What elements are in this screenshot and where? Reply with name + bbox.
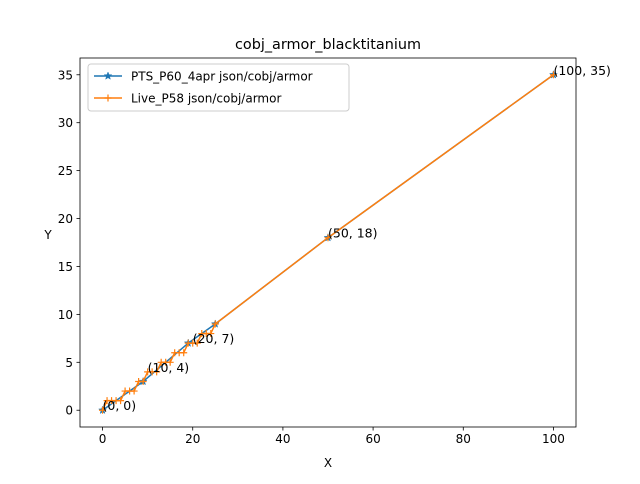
x-axis-label: X — [324, 456, 332, 470]
x-tick-label-0: 0 — [99, 432, 107, 446]
y-tick-label-5: 25 — [58, 164, 73, 178]
y-tick-label-7: 35 — [58, 68, 73, 82]
plot-layer: (0, 0) (10, 4)(20, 7) (50, 18) (100, 35) 0 20… — [58, 57, 611, 446]
y-axis-label: Y — [43, 228, 52, 242]
series-2-point-9 — [139, 377, 147, 385]
series-2-point-24 — [207, 330, 215, 338]
x-tick-label-1: 20 — [185, 432, 200, 446]
legend-label-2: Live_P58 json/cobj/armor — [131, 92, 281, 106]
data-label-3: (20, 7) — [193, 331, 235, 346]
y-tick-label-2: 10 — [58, 308, 73, 322]
data-label-4: (50, 18) — [328, 226, 378, 241]
x-tick-label-3: 60 — [365, 432, 380, 446]
series-2-point-4 — [117, 397, 125, 405]
x-tick-label-4: 80 — [456, 432, 471, 446]
series-2-point-18 — [180, 349, 188, 357]
legend: PTS_P60_4apr json/cobj/armor Live_P58 jso… — [87, 63, 350, 112]
series-2-point-21 — [193, 339, 201, 347]
legend-marker-1 — [103, 71, 113, 80]
x-tick-label-5: 100 — [542, 432, 565, 446]
series-2-point-26 — [324, 234, 332, 242]
y-tick-label-4: 20 — [58, 212, 73, 226]
series-2-point-7 — [130, 387, 138, 395]
series-2-point-0 — [99, 406, 107, 414]
legend-box — [87, 63, 350, 112]
y-tick-label-3: 15 — [58, 260, 73, 274]
y-tick-label-1: 5 — [65, 356, 73, 370]
series-2-point-12 — [153, 368, 161, 376]
y-tick-label-6: 30 — [58, 116, 73, 130]
chart-title: cobj_armor_blacktitanium — [235, 37, 421, 53]
y-tick-label-0: 0 — [65, 404, 73, 418]
series-2 — [99, 71, 557, 414]
data-label-1: (0, 0) — [103, 398, 137, 413]
data-label-5: (100, 35) — [553, 63, 610, 78]
plot-frame — [79, 57, 577, 428]
legend-marker-2 — [104, 94, 112, 102]
x-tick-label-2: 40 — [275, 432, 290, 446]
legend-label-1: PTS_P60_4apr json/cobj/armor — [131, 70, 313, 84]
series-2-point-15 — [166, 358, 174, 366]
series-2-point-25 — [211, 320, 219, 328]
series-2-point-27 — [549, 71, 557, 79]
data-label-2: (10, 4) — [148, 360, 190, 375]
